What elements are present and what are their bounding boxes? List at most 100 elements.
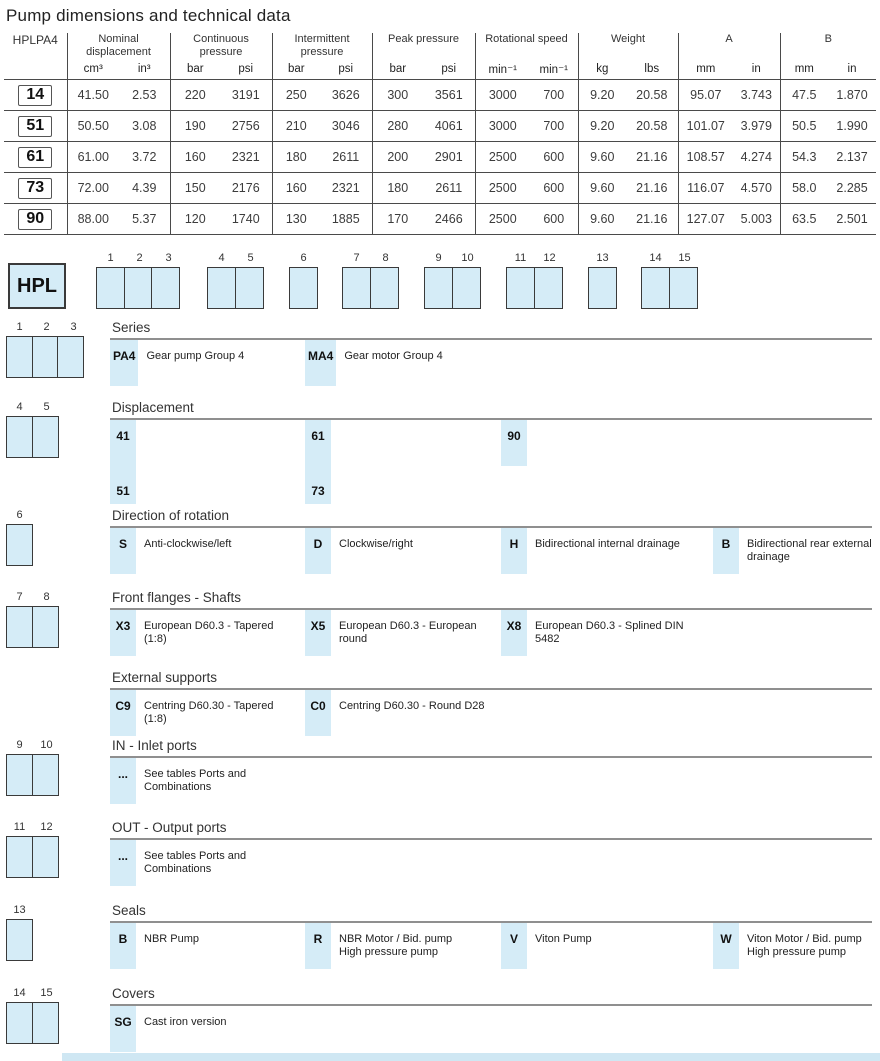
code-box-3: [57, 336, 84, 379]
option-code-chip: PA4: [110, 340, 139, 387]
position-labels: 13: [588, 252, 617, 267]
value-cell: 180: [371, 172, 424, 204]
option-code: B: [118, 932, 128, 947]
option-code-chip: 90: [501, 420, 527, 467]
section-displacement: 4 5 Displacement 41 51 61 73 90: [4, 399, 876, 507]
value-cell: 160: [271, 172, 321, 204]
unit-header: bar: [271, 58, 321, 80]
code-box-2: [123, 267, 153, 310]
unit-header: mm: [677, 58, 734, 80]
spec-row-61: 61 61.00 3.72 160 2321 180 2611 200 2901 2500 600 9…: [4, 141, 877, 173]
value-cell: 2500: [474, 141, 531, 173]
value-cell: 127.07: [677, 203, 734, 235]
code-boxes: [6, 336, 110, 379]
section-direction-of-rotation: 6 Direction of rotation S Anti-clockwise/le…: [4, 507, 876, 589]
option-code-chip: C9: [110, 690, 136, 737]
position-label: 15: [678, 252, 691, 265]
value-cell: 9.60: [577, 203, 627, 235]
code-box-14: [641, 267, 670, 310]
code-boxes: [289, 267, 318, 310]
value-cell: 4.570: [740, 181, 772, 196]
code-box-1: [96, 267, 125, 310]
section-in-inlet-ports: 9 10 IN - Inlet ports... See tables Ports a…: [4, 737, 876, 819]
position-label: 9: [435, 252, 442, 265]
position-label: 3: [70, 321, 77, 334]
section-covers: 14 15 Covers SG Cast iron version: [4, 985, 876, 1053]
option-desc: Clockwise/right: [339, 538, 413, 551]
code-boxes: [207, 267, 265, 310]
value-cell: 300: [371, 79, 424, 111]
code-box-11: [6, 836, 33, 879]
column-group-a: A: [677, 33, 781, 59]
model-badge: 73: [18, 177, 53, 199]
option-desc: See tables Ports and Combinations: [144, 850, 247, 876]
option-desc: European D60.3 - European round: [339, 620, 477, 646]
option-code: X8: [506, 619, 522, 634]
section-options: X3 European D60.3 - Tapered (1:8) X5 Europe…: [110, 610, 872, 657]
value-cell: 21.16: [636, 181, 668, 196]
position-labels: 9 10: [424, 252, 482, 267]
value-cell: 3.979: [740, 119, 772, 134]
value-cell: 130: [271, 203, 321, 235]
value-cell: 4.274: [740, 150, 772, 165]
position-label: 2: [136, 252, 143, 265]
code-box-13: [6, 919, 33, 962]
unit-header: psi: [441, 62, 457, 75]
option-code: 41: [116, 429, 130, 444]
option-: ... See tables Ports and Combinations: [110, 840, 305, 887]
option-desc: Centring D60.30 - Tapered (1:8): [144, 700, 274, 726]
option-desc: Viton Motor / Bid. pump High pressure pu…: [747, 933, 862, 959]
value-cell: 21.16: [636, 150, 668, 165]
value-cell: 9.60: [577, 141, 627, 173]
value-cell: 120: [169, 203, 220, 235]
section-options: C9 Centring D60.30 - Tapered (1:8) C0 Centr…: [110, 690, 872, 737]
value-cell: 1.990: [836, 119, 868, 134]
option-code-chip: X3: [110, 610, 136, 657]
code-box-8: [31, 606, 59, 649]
position-label: 14: [13, 987, 26, 1000]
position-label: 13: [596, 252, 609, 265]
option-x8: X8 European D60.3 - Splined DIN 5482: [501, 610, 713, 657]
position-labels: 1 2 3: [96, 252, 183, 267]
value-cell: 2.501: [836, 212, 868, 227]
section-out-output-ports: 11 12 OUT - Output ports... See tables Port…: [4, 819, 876, 902]
code-box-7: [6, 606, 33, 649]
option-b: B NBR Pump: [110, 923, 305, 970]
option-sg: SG Cast iron version: [110, 1006, 305, 1053]
position-labels: 13: [6, 904, 110, 919]
code-box-groups: 1 2 3 4 5 6 7 8 9 10 11 12 13 14 15: [96, 252, 723, 310]
code-box-9: [6, 754, 33, 797]
value-cell: 20.58: [636, 88, 668, 103]
option-code: ...: [117, 767, 128, 782]
section-content: Series PA4 Gear pump Group 4 MA4 Gear motor …: [110, 319, 876, 399]
value-cell: 150: [169, 172, 220, 204]
option-desc: Viton Pump: [535, 933, 592, 946]
code-box-15: [31, 1002, 59, 1045]
option-code: MA4: [308, 349, 334, 364]
value-cell: 2611: [435, 181, 463, 196]
code-group-13: 13: [588, 252, 617, 310]
option-desc: Centring D60.30 - Round D28: [339, 700, 485, 713]
value-cell: 47.5: [779, 79, 829, 111]
value-cell: 280: [371, 110, 424, 142]
section-options: SG Cast iron version: [110, 1006, 872, 1053]
position-label: 11: [13, 821, 26, 834]
value-cell: 600: [543, 181, 565, 196]
position-label: 3: [165, 252, 172, 265]
code-box-5: [31, 416, 59, 459]
position-labels: 14 15: [6, 987, 110, 1002]
value-cell: 61.00: [66, 141, 119, 173]
value-cell: 160: [169, 141, 220, 173]
code-box-2: [31, 336, 59, 379]
section-title: Front flanges - Shafts: [110, 589, 872, 611]
value-cell: 58.0: [779, 172, 829, 204]
option-code-chip: ...: [110, 758, 136, 805]
position-label: 4: [218, 252, 225, 265]
option-desc: Bidirectional rear external drainage: [747, 538, 872, 564]
option-w: W Viton Motor / Bid. pump High pressure p…: [713, 923, 872, 970]
